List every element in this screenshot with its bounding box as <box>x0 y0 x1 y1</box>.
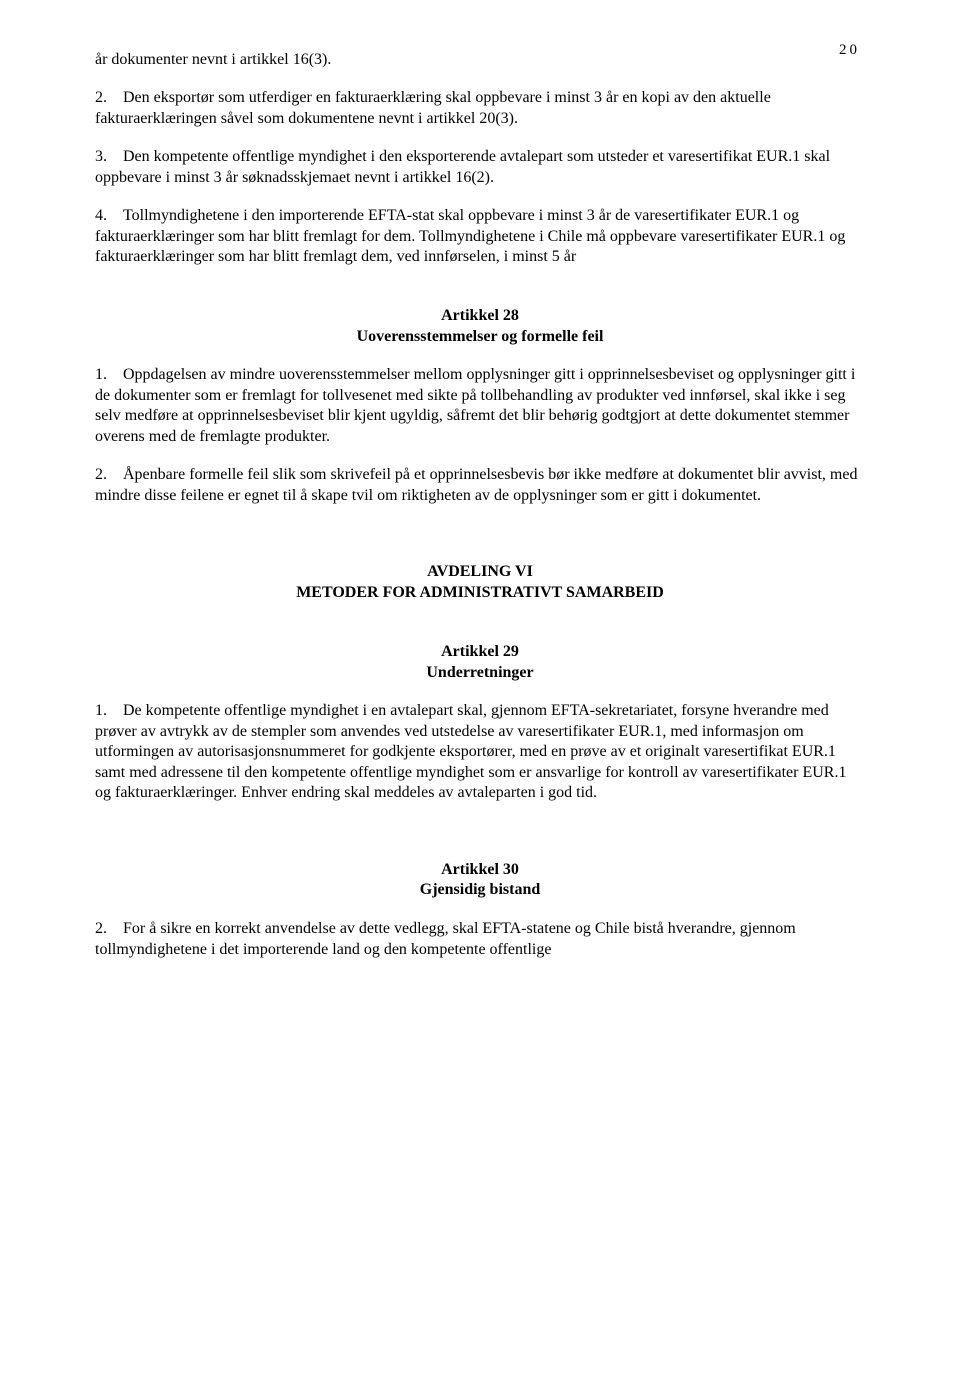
article-subtitle: Gjensidig bistand <box>95 880 865 901</box>
section-title: METODER FOR ADMINISTRATIVT SAMARBEID <box>95 583 865 604</box>
body-text: 1. De kompetente offentlige myndighet i … <box>95 701 865 803</box>
body-text: 2. Den eksportør som utferdiger en faktu… <box>95 88 865 129</box>
body-text: 1. Oppdagelsen av mindre uoverensstemmel… <box>95 365 865 447</box>
article-number: Artikkel 28 <box>95 306 865 327</box>
article-heading-block: Artikkel 28 Uoverensstemmelser og formel… <box>95 306 865 348</box>
article-number: Artikkel 29 <box>95 642 865 663</box>
article-number: Artikkel 30 <box>95 860 865 881</box>
article-heading-block: Artikkel 29 Underretninger <box>95 642 865 684</box>
article-heading-block: Artikkel 30 Gjensidig bistand <box>95 860 865 902</box>
page-number: 20 <box>839 42 860 59</box>
body-text: år dokumenter nevnt i artikkel 16(3). <box>95 50 865 70</box>
body-text: 2. For å sikre en korrekt anvendelse av … <box>95 919 865 960</box>
article-subtitle: Uoverensstemmelser og formelle feil <box>95 327 865 348</box>
body-text: 4. Tollmyndighetene i den importerende E… <box>95 206 865 267</box>
document-page: 20 år dokumenter nevnt i artikkel 16(3).… <box>0 0 960 1394</box>
section-number: AVDELING VI <box>95 562 865 583</box>
body-text: 2. Åpenbare formelle feil slik som skriv… <box>95 465 865 506</box>
body-text: 3. Den kompetente offentlige myndighet i… <box>95 147 865 188</box>
section-heading-block: AVDELING VI METODER FOR ADMINISTRATIVT S… <box>95 562 865 604</box>
article-subtitle: Underretninger <box>95 663 865 684</box>
